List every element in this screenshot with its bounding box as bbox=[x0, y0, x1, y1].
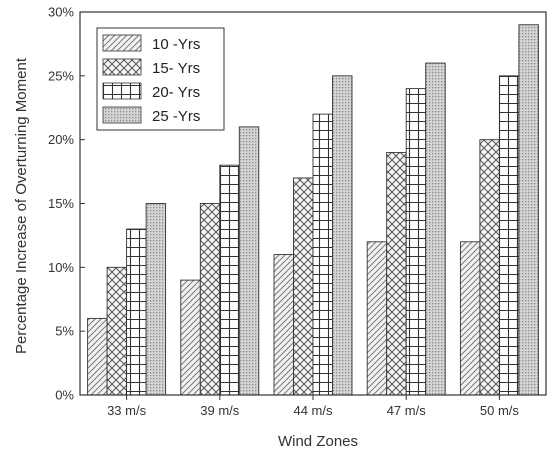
bar-25-yrs-47-m-s bbox=[425, 62, 446, 396]
legend-item-15-yrs: 15- Yrs bbox=[102, 58, 200, 77]
bar-20-yrs-33-m-s bbox=[126, 228, 147, 396]
y-tick-label: 15% bbox=[48, 196, 74, 211]
bar-10-yrs-33-m-s bbox=[87, 317, 108, 396]
y-tick-label: 30% bbox=[48, 5, 74, 20]
bar-25-yrs-50-m-s bbox=[518, 24, 539, 396]
y-axis-title: Percentage Increase of Overturning Momen… bbox=[13, 57, 30, 354]
x-tick-label: 44 m/s bbox=[293, 403, 333, 418]
legend: 10 -Yrs 15- Yrs 20- Yrs 25 -Yrs bbox=[96, 27, 225, 131]
legend-label: 20- Yrs bbox=[152, 84, 200, 101]
legend-item-10-yrs: 10 -Yrs bbox=[102, 34, 200, 53]
bar-20-yrs-50-m-s bbox=[498, 75, 520, 396]
bar-20-yrs-47-m-s bbox=[405, 88, 427, 396]
y-tick-label: 20% bbox=[48, 132, 74, 147]
x-axis-title: Wind Zones bbox=[278, 433, 358, 450]
x-tick-label: 33 m/s bbox=[107, 403, 147, 418]
legend-label: 10 -Yrs bbox=[152, 36, 200, 53]
bar-15-yrs-33-m-s bbox=[106, 266, 128, 396]
plot-frame bbox=[79, 11, 547, 396]
plot-area: 0% 5% 10% 15% 20% 25% 30% 33 m/s 39 m/s 44 m/s 47 … bbox=[48, 5, 539, 418]
y-tick-label: 10% bbox=[48, 260, 74, 275]
x-tick-label: 47 m/s bbox=[387, 403, 427, 418]
y-tick-label: 25% bbox=[48, 68, 74, 83]
legend-item-25-yrs: 25 -Yrs bbox=[102, 106, 200, 125]
bar-10-yrs-39-m-s bbox=[180, 279, 201, 396]
legend-swatch-diagonal bbox=[102, 34, 142, 52]
legend-swatch-crosshatch bbox=[102, 58, 142, 76]
bar-10-yrs-47-m-s bbox=[366, 241, 388, 396]
legend-swatch-dotted bbox=[102, 106, 142, 124]
legend-label: 25 -Yrs bbox=[152, 108, 200, 125]
bar-20-yrs-39-m-s bbox=[219, 164, 240, 396]
x-tick-label: 50 m/s bbox=[480, 403, 520, 418]
bar-15-yrs-47-m-s bbox=[386, 151, 407, 396]
bar-15-yrs-44-m-s bbox=[293, 177, 314, 396]
legend-label: 15- Yrs bbox=[152, 60, 200, 77]
y-tick-label: 0% bbox=[55, 388, 74, 403]
bar-25-yrs-39-m-s bbox=[238, 126, 260, 396]
bar-15-yrs-50-m-s bbox=[479, 139, 500, 396]
legend-item-20-yrs: 20- Yrs bbox=[102, 82, 200, 101]
bar-15-yrs-39-m-s bbox=[199, 203, 221, 396]
bar-10-yrs-44-m-s bbox=[273, 254, 294, 396]
x-tick-label: 39 m/s bbox=[200, 403, 240, 418]
bar-25-yrs-33-m-s bbox=[145, 203, 167, 396]
bar-20-yrs-44-m-s bbox=[312, 113, 333, 396]
legend-swatch-grid bbox=[102, 82, 142, 100]
bar-25-yrs-44-m-s bbox=[332, 75, 353, 396]
bar-10-yrs-50-m-s bbox=[459, 241, 481, 396]
y-tick-label: 5% bbox=[55, 324, 74, 339]
